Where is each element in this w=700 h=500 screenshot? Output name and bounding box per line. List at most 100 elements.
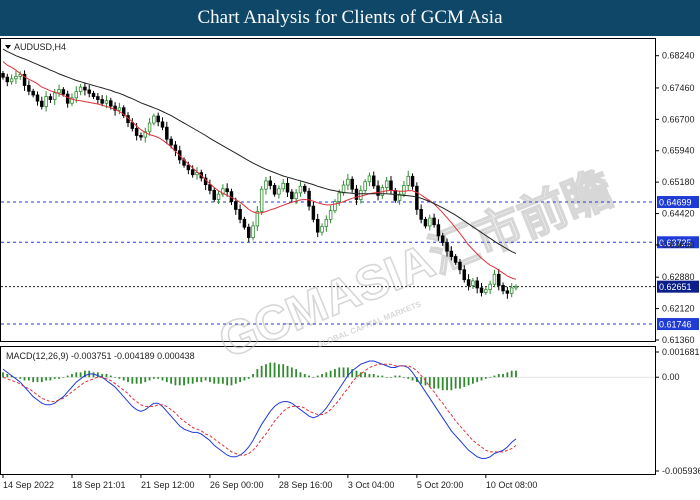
macd-histogram-bar [174, 377, 177, 386]
macd-histogram-bar [135, 377, 138, 384]
candle [376, 180, 380, 201]
candle-body [389, 180, 393, 191]
candle-body [445, 242, 449, 252]
candle-body [359, 190, 363, 200]
macd-histogram-bar [252, 373, 254, 378]
candle [259, 186, 264, 215]
candle [268, 175, 273, 190]
candle-body [488, 283, 492, 290]
candle-body [298, 185, 303, 194]
price-level-label: 0.62651 [659, 282, 692, 292]
macd-histogram-bar [118, 377, 121, 379]
candle-body [143, 131, 147, 138]
candle-body [190, 169, 195, 176]
price-tick-label: 0.65180 [662, 177, 695, 187]
time-tick-label: 26 Sep 00:00 [210, 480, 264, 490]
candle-body [78, 86, 83, 93]
macd-histogram-bar [463, 377, 466, 387]
price-tick-label: 0.64420 [662, 209, 695, 219]
candle [44, 91, 48, 112]
macd-histogram-bar [36, 377, 39, 383]
macd-histogram-bar [459, 377, 461, 389]
macd-histogram-bar [312, 377, 315, 378]
ma-fast-line [2, 61, 517, 280]
macd-histogram-bar [6, 373, 9, 378]
candle-body [315, 218, 320, 233]
candle [130, 118, 135, 132]
candle-body [484, 289, 488, 293]
candle-body [341, 184, 346, 194]
candle [501, 282, 505, 295]
candle-body [44, 96, 48, 107]
macd-histogram-bar [403, 377, 405, 378]
candle [143, 127, 147, 143]
price-level-tag [657, 280, 699, 293]
candle-body [393, 190, 398, 201]
candle [298, 181, 303, 197]
candle-body [195, 172, 199, 176]
candle [78, 84, 83, 96]
candle [432, 213, 436, 228]
candle-body [509, 287, 514, 294]
price-panel [0, 38, 656, 342]
candle [65, 90, 70, 108]
candle-body [440, 235, 445, 243]
chart-header-title: Chart Analysis for Clients of GCM Asia [0, 0, 700, 36]
candle-body [234, 201, 238, 210]
candle [87, 85, 91, 98]
candle [160, 117, 165, 131]
candle-body [165, 126, 169, 140]
macd-histogram-bar [40, 377, 43, 383]
price-level-tag [657, 236, 699, 249]
macd-histogram-bar [71, 373, 73, 378]
macd-histogram-bar [131, 377, 134, 384]
candle-body [458, 261, 462, 271]
macd-histogram-bar [407, 377, 410, 379]
candle-body [48, 96, 53, 100]
macd-histogram-bar [226, 377, 229, 386]
macd-histogram-bar [364, 372, 367, 378]
candle [281, 178, 285, 192]
candle-body [104, 100, 109, 104]
candle [121, 105, 126, 119]
candle-body [294, 192, 298, 200]
candle [479, 282, 484, 297]
candle-body [501, 285, 505, 292]
macd-histogram-bar [213, 377, 216, 384]
macd-histogram-bar [484, 377, 487, 379]
candle-body [242, 218, 247, 228]
price-tick-label: 0.68240 [662, 51, 695, 61]
chart-frame: GCMASIA汇市前瞻 GLOBAL CAPITAL MARKETS AUDUS… [0, 36, 700, 500]
candle [315, 213, 320, 238]
candle-body [246, 226, 251, 238]
price-level-label: 0.61746 [659, 320, 692, 330]
candle-body [410, 175, 415, 187]
macd-histogram-bar [329, 370, 332, 378]
candle-body [350, 178, 354, 190]
candle-body [290, 191, 294, 200]
time-tick-label: 18 Sep 21:01 [72, 480, 126, 490]
macd-histogram-bar [398, 375, 401, 378]
macd-histogram-bar [368, 373, 371, 378]
candle [303, 183, 307, 194]
candle-body [397, 193, 402, 201]
macd-histogram-bar [191, 377, 194, 384]
macd-histogram-bar [144, 377, 147, 383]
candle-body [367, 175, 372, 183]
candle [393, 187, 398, 203]
macd-line [2, 360, 517, 459]
macd-histogram-bar [170, 377, 173, 384]
candle-body [466, 279, 471, 286]
macd-tick-label: 0.001681 [662, 347, 700, 357]
macd-histogram-bar [493, 375, 496, 378]
macd-histogram-bar [75, 372, 78, 378]
macd-histogram-bar [127, 377, 129, 383]
symbol-dropdown-icon[interactable] [5, 45, 11, 49]
price-tick-label: 0.67460 [662, 83, 695, 93]
candle-body [453, 256, 458, 263]
candle [350, 176, 354, 193]
candle [359, 185, 363, 204]
macd-histogram-bar [27, 377, 30, 381]
macd-panel [0, 346, 656, 475]
macd-histogram-bar [200, 377, 203, 383]
